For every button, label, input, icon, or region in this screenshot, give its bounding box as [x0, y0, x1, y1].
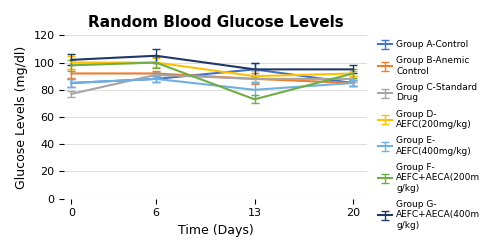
X-axis label: Time (Days): Time (Days) — [178, 224, 254, 237]
Title: Random Blood Glucose Levels: Random Blood Glucose Levels — [88, 15, 344, 30]
Legend: Group A-Control, Group B-Anemic
Control, Group C-Standard
Drug, Group D-
AEFC(20: Group A-Control, Group B-Anemic Control,… — [375, 37, 484, 233]
Y-axis label: Glucose Levels (mg/dl): Glucose Levels (mg/dl) — [15, 45, 28, 189]
